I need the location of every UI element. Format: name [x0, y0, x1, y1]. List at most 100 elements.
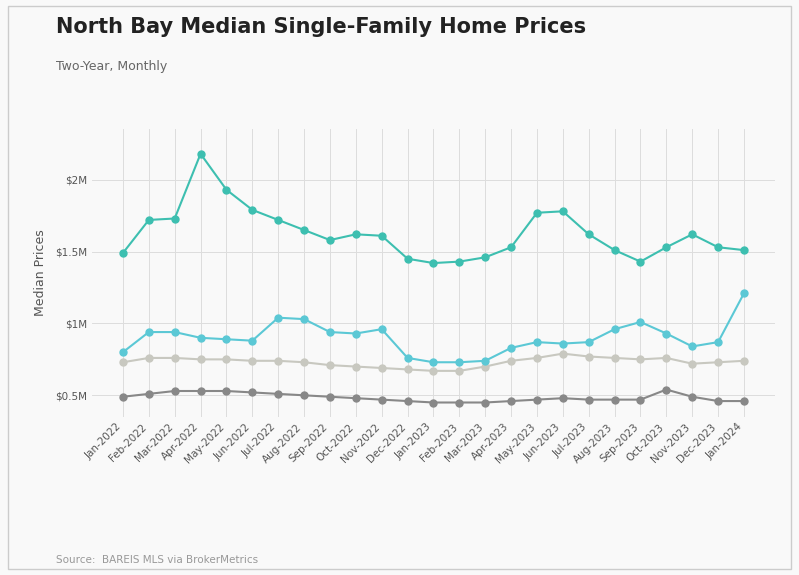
Solano [662, 386, 671, 393]
Sonoma [687, 360, 697, 367]
Solano [377, 396, 387, 403]
Marin [507, 244, 516, 251]
Marin [687, 231, 697, 238]
Marin [558, 208, 567, 214]
Marin [428, 260, 438, 267]
Marin [196, 150, 205, 157]
Sonoma [507, 357, 516, 365]
Napa [170, 328, 180, 335]
Marin [714, 244, 723, 251]
Marin [610, 247, 619, 254]
Sonoma [351, 363, 360, 370]
Sonoma [610, 354, 619, 362]
Solano [170, 388, 180, 394]
Solano [351, 394, 360, 401]
Marin [480, 254, 490, 261]
Text: North Bay Median Single-Family Home Prices: North Bay Median Single-Family Home Pric… [56, 17, 586, 37]
Sonoma [196, 356, 205, 363]
Napa [662, 330, 671, 337]
Marin [248, 206, 257, 213]
Solano [714, 398, 723, 405]
Marin [118, 250, 128, 256]
Solano [196, 388, 205, 394]
Line: Solano: Solano [120, 386, 747, 406]
Napa [118, 348, 128, 355]
Marin [351, 231, 360, 238]
Marin [300, 227, 309, 233]
Marin [739, 247, 749, 254]
Napa [584, 339, 594, 346]
Napa [144, 328, 153, 335]
Solano [118, 393, 128, 400]
Sonoma [118, 359, 128, 366]
Solano [480, 399, 490, 406]
Sonoma [739, 357, 749, 365]
Sonoma [532, 354, 542, 362]
Napa [480, 357, 490, 365]
Napa [428, 359, 438, 366]
Napa [532, 339, 542, 346]
Solano [300, 392, 309, 399]
Marin [221, 186, 231, 193]
Napa [273, 314, 283, 321]
Marin [532, 209, 542, 216]
Sonoma [248, 357, 257, 365]
Sonoma [455, 367, 464, 374]
Marin [377, 232, 387, 239]
Solano [273, 390, 283, 397]
Sonoma [558, 350, 567, 357]
Solano [455, 399, 464, 406]
Marin [584, 231, 594, 238]
Sonoma [662, 354, 671, 362]
Napa [636, 319, 646, 325]
Marin [170, 215, 180, 222]
Napa [377, 325, 387, 332]
Marin [325, 237, 335, 244]
Napa [300, 316, 309, 323]
Solano [144, 390, 153, 397]
Line: Napa: Napa [120, 290, 747, 366]
Text: Source:  BAREIS MLS via BrokerMetrics: Source: BAREIS MLS via BrokerMetrics [56, 555, 258, 565]
Sonoma [480, 363, 490, 370]
Marin [403, 255, 412, 262]
Solano [636, 396, 646, 403]
Legend: Marin, Napa, Solano, Sonoma: Marin, Napa, Solano, Sonoma [265, 573, 602, 575]
Solano [248, 389, 257, 396]
Solano [221, 388, 231, 394]
Line: Sonoma: Sonoma [120, 350, 747, 374]
Sonoma [377, 365, 387, 371]
Solano [610, 396, 619, 403]
Napa [325, 328, 335, 335]
Solano [558, 394, 567, 401]
Sonoma [273, 357, 283, 365]
Sonoma [428, 367, 438, 374]
Solano [739, 398, 749, 405]
Sonoma [325, 362, 335, 369]
Sonoma [714, 359, 723, 366]
Sonoma [403, 366, 412, 373]
Y-axis label: Median Prices: Median Prices [34, 230, 46, 316]
Sonoma [144, 354, 153, 362]
Sonoma [584, 353, 594, 360]
Napa [196, 334, 205, 341]
Marin [662, 244, 671, 251]
Marin [144, 216, 153, 223]
Napa [714, 339, 723, 346]
Napa [351, 330, 360, 337]
Napa [739, 290, 749, 297]
Marin [273, 216, 283, 223]
Sonoma [170, 354, 180, 362]
Napa [248, 337, 257, 344]
Text: Two-Year, Monthly: Two-Year, Monthly [56, 60, 167, 74]
Solano [532, 396, 542, 403]
Line: Marin: Marin [120, 150, 747, 267]
Napa [221, 336, 231, 343]
Marin [455, 258, 464, 265]
Napa [403, 354, 412, 362]
Solano [507, 398, 516, 405]
Marin [636, 258, 646, 265]
Sonoma [300, 359, 309, 366]
Napa [455, 359, 464, 366]
Solano [403, 398, 412, 405]
Napa [610, 325, 619, 332]
